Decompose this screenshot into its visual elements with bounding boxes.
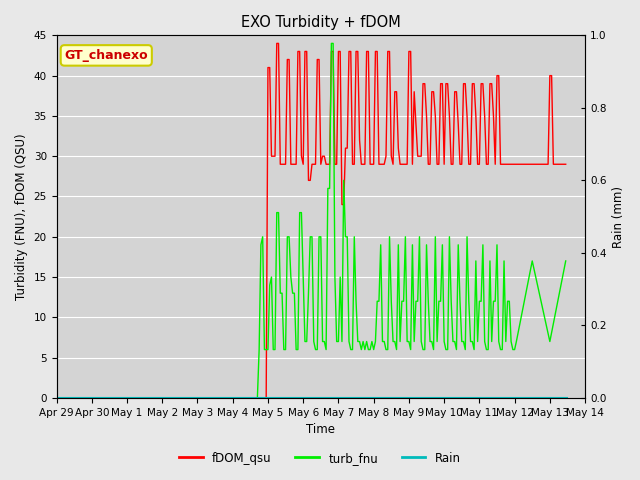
Text: GT_chanexo: GT_chanexo [65,49,148,62]
X-axis label: Time: Time [307,423,335,436]
Y-axis label: Rain (mm): Rain (mm) [612,186,625,248]
Title: EXO Turbidity + fDOM: EXO Turbidity + fDOM [241,15,401,30]
Y-axis label: Turbidity (FNU), fDOM (QSU): Turbidity (FNU), fDOM (QSU) [15,133,28,300]
Legend: fDOM_qsu, turb_fnu, Rain: fDOM_qsu, turb_fnu, Rain [174,447,466,469]
